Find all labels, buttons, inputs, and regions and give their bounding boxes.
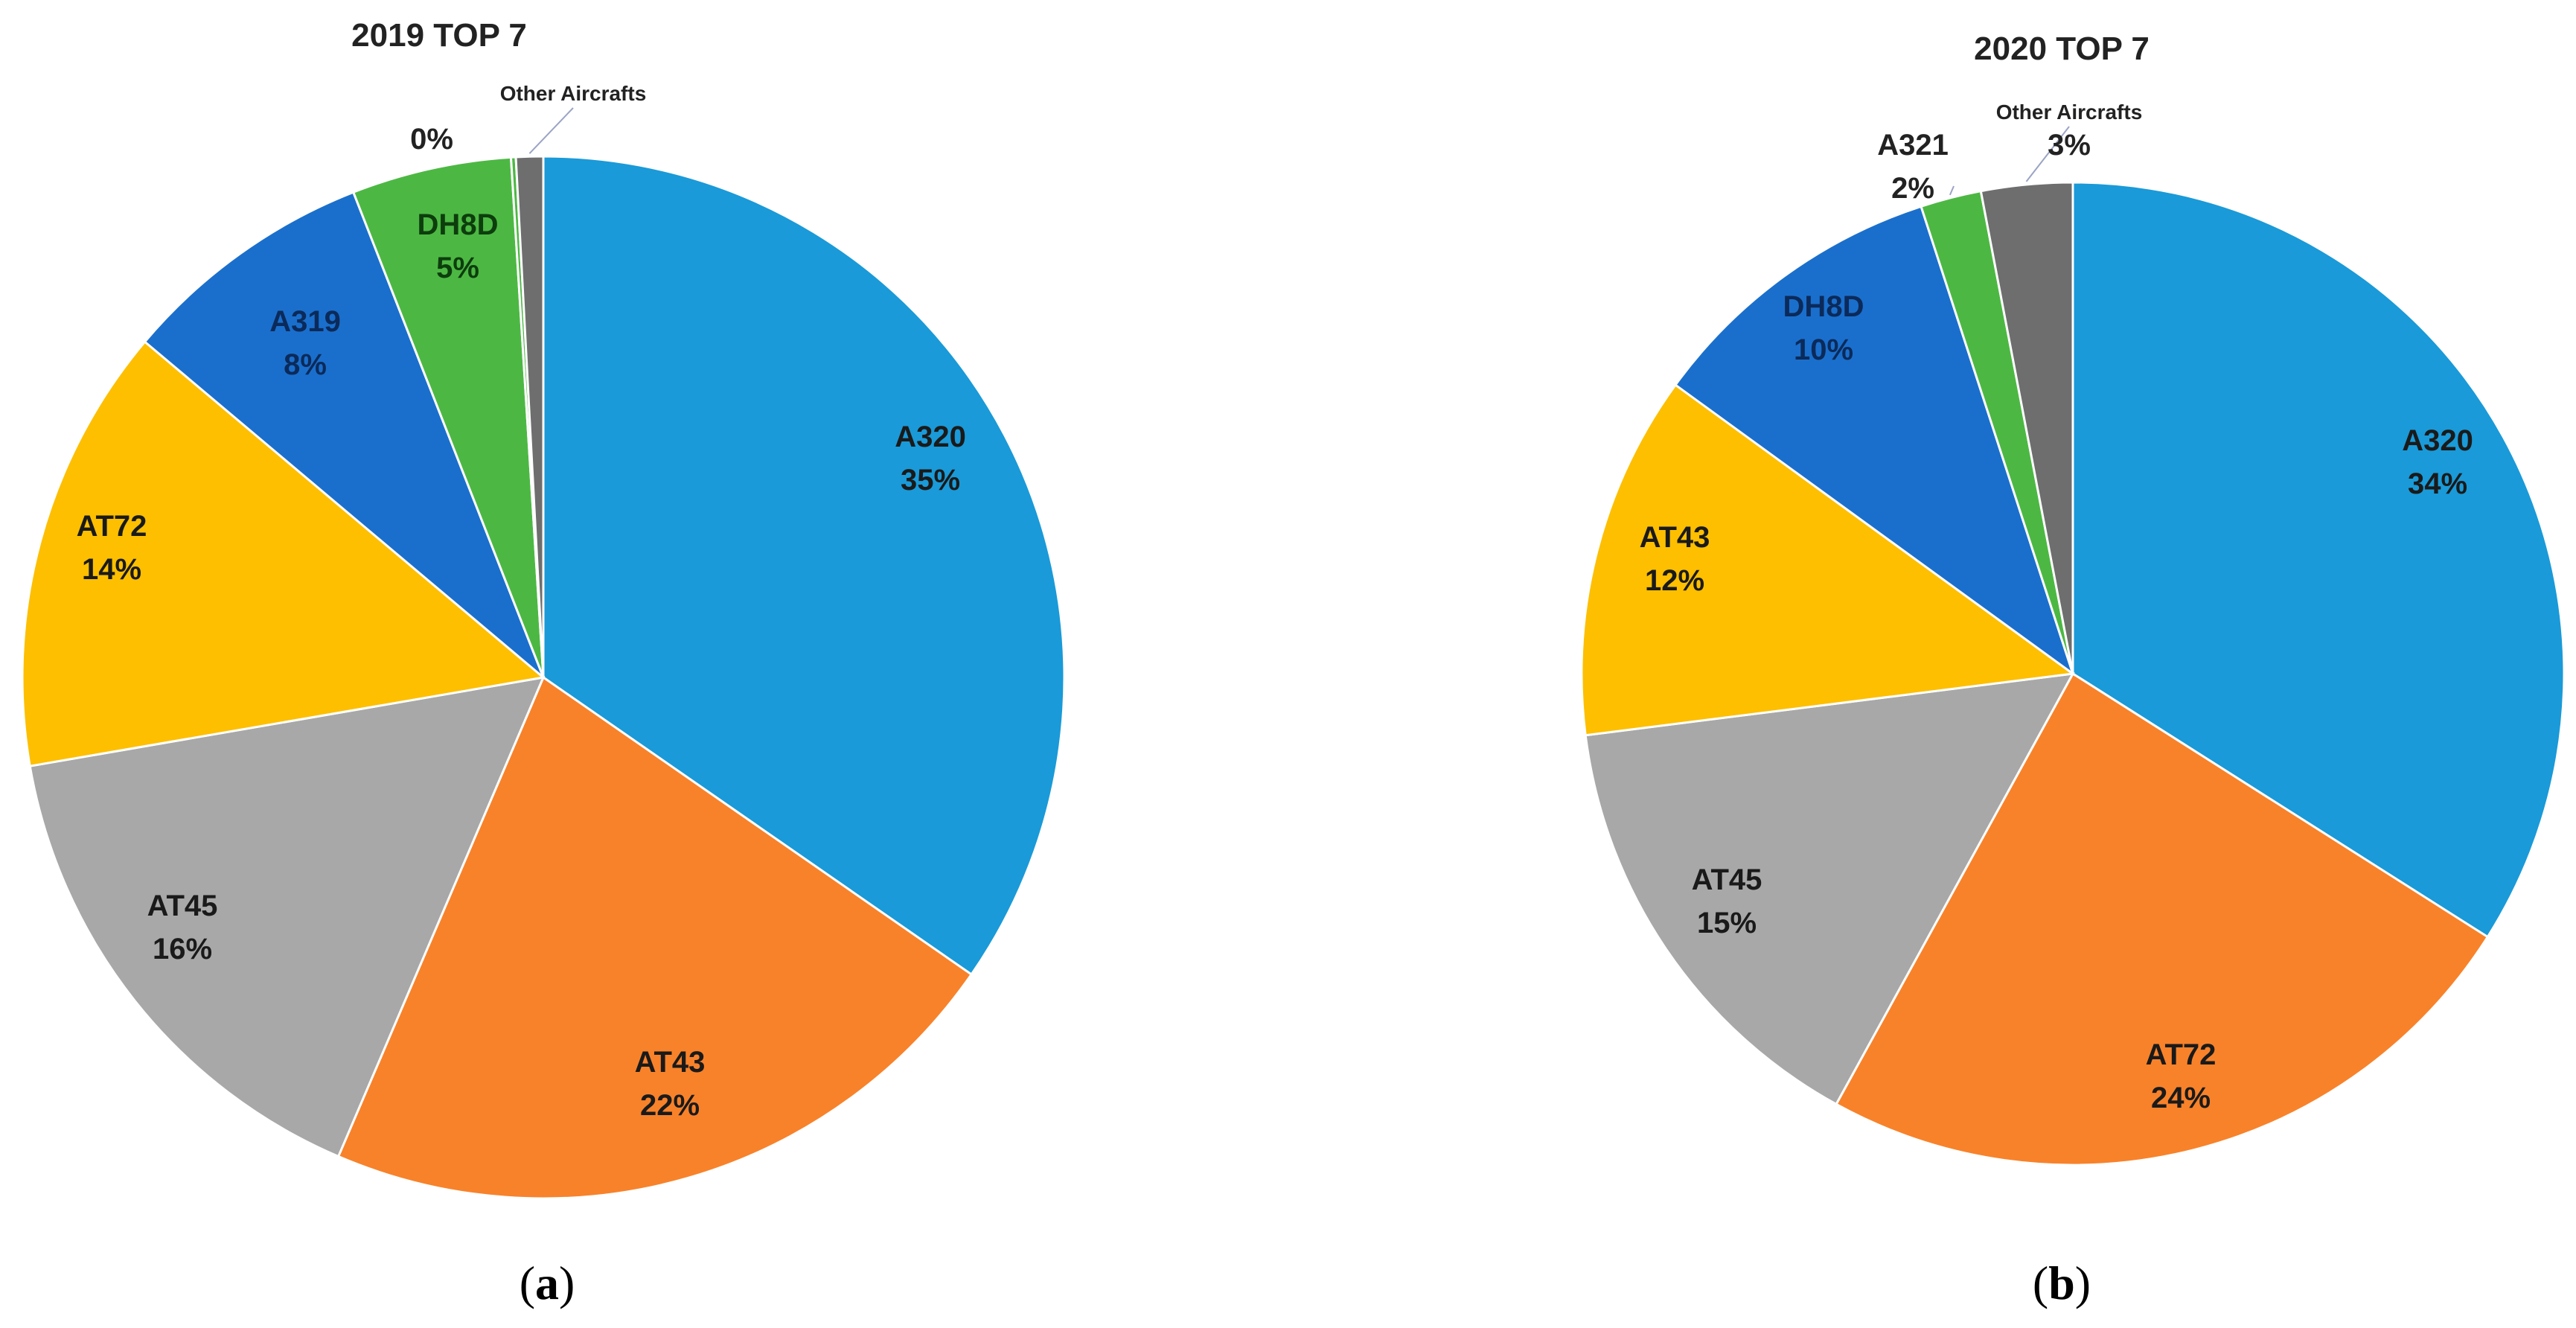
caption-a: (a) <box>520 1257 575 1309</box>
caption-a-close: ) <box>559 1257 575 1309</box>
caption-a-open: ( <box>520 1257 535 1309</box>
slice-label-a320: A320 34% <box>2402 424 2473 500</box>
slice-label-dh8d: DH8D 10% <box>1783 290 1864 366</box>
pie-slice-dh8d <box>1673 205 2075 677</box>
slice-label-at45: AT45 16% <box>147 890 218 965</box>
slice-label-at72: AT72 24% <box>2146 1038 2217 1114</box>
slice-label-at43: AT43 22% <box>635 1046 706 1122</box>
slice-value: 8% <box>284 348 327 381</box>
slice-name: A319 <box>269 305 341 338</box>
pie-slice-a320 <box>542 155 1066 977</box>
caption-b-letter: b <box>2048 1257 2075 1309</box>
slice-value: 16% <box>153 933 212 965</box>
slice-value: 34% <box>2408 467 2467 500</box>
slice-value: 2% <box>1891 172 1934 205</box>
caption-b-open: ( <box>2033 1257 2048 1309</box>
slice-label-at45: AT45 15% <box>1692 863 1762 939</box>
slice-value: 5% <box>436 252 479 284</box>
chart-title-2019: 2019 TOP 7 <box>351 17 527 54</box>
slice-value: 15% <box>1697 907 1757 939</box>
pie-slice-other-aircrafts <box>514 155 545 678</box>
slice-value: 12% <box>1645 564 1704 597</box>
slice-value: 14% <box>82 553 141 586</box>
slice-name: AT43 <box>1640 521 1710 554</box>
slice-value: 24% <box>2151 1082 2211 1114</box>
pie-labels-2020: A320 34% AT72 24% AT45 15% AT43 12% DH8D 10% A321 2… <box>1640 100 2473 1114</box>
leader-line-other-aircrafts <box>528 107 574 154</box>
slice-name: Other Aircrafts <box>1996 100 2143 124</box>
caption-b-close: ) <box>2075 1257 2091 1309</box>
slice-name: AT72 <box>2146 1038 2217 1071</box>
slice-label-a321: A321 2% <box>1877 129 1949 205</box>
slice-name: DH8D <box>418 208 499 241</box>
pie-labels-2019: A320 35% AT43 22% AT45 16% AT72 14% A319 8% DH8D 5%… <box>77 82 966 1122</box>
slice-label-dh8d: DH8D 5% <box>418 208 499 284</box>
chart-title-2020: 2020 TOP 7 <box>1974 31 2150 67</box>
pie-slice-other-aircrafts <box>1979 181 2074 674</box>
slice-label-unnamed-6: 0% <box>410 123 453 156</box>
caption-b: (b) <box>2033 1257 2091 1309</box>
slice-name: A320 <box>895 421 966 453</box>
pie-slice-at72 <box>21 340 546 767</box>
slice-label-at72: AT72 14% <box>77 510 147 586</box>
slice-name: A321 <box>1877 129 1949 162</box>
slice-value: 22% <box>640 1089 700 1122</box>
slice-name: DH8D <box>1783 290 1864 323</box>
slice-label-other-aircrafts: Other Aircrafts 3% <box>1996 100 2143 162</box>
slice-value: 3% <box>2048 129 2091 162</box>
pie-chart-2019: 2019 TOP 7 A320 35%AT43 22%AT45 16%AT72 14%A… <box>21 17 1066 1309</box>
slice-label-at43: AT43 12% <box>1640 521 1710 597</box>
leader-line-a321 <box>1949 185 1955 196</box>
leader-line-other-aircrafts <box>2025 126 2070 182</box>
slice-name: AT45 <box>147 890 218 922</box>
pie-slice-dh8d <box>351 156 545 678</box>
pie-slice-at45 <box>28 676 546 1158</box>
pie-slice-at72 <box>1835 671 2490 1166</box>
slice-name: A320 <box>2402 424 2473 457</box>
pie-slice-a319 <box>143 191 545 679</box>
slice-name: AT45 <box>1692 863 1762 896</box>
slice-label-other-aircrafts: Other Aircrafts <box>500 82 647 105</box>
slice-name: AT72 <box>77 510 147 543</box>
pie-slice-at43 <box>336 675 974 1200</box>
pie-slice-at43 <box>1580 383 2076 737</box>
slice-value: 10% <box>1794 333 1853 366</box>
slice-value: 35% <box>901 464 960 497</box>
pie-slices-2019 <box>21 155 1066 1200</box>
pie-chart-2020: 2020 TOP 7 A320 34% AT72 24% AT45 15% AT43 12% D… <box>1580 31 2566 1309</box>
caption-a-letter: a <box>535 1257 559 1309</box>
slice-name: AT43 <box>635 1046 706 1079</box>
pie-slice-a320 <box>2071 181 2566 939</box>
pie-slice-at45 <box>1584 672 2075 1106</box>
slice-label-a319: A319 8% <box>269 305 341 381</box>
pie-slices-2020 <box>1580 181 2566 1166</box>
slice-label-a320: A320 35% <box>895 421 966 497</box>
